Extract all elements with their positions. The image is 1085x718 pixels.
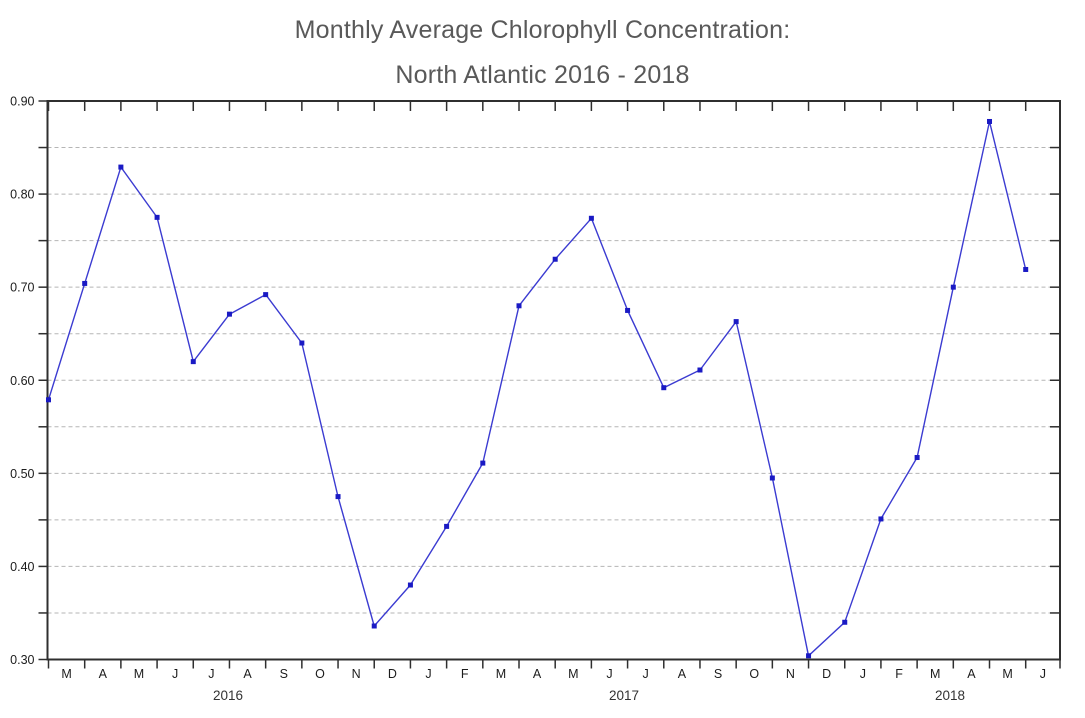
chart-title: Monthly Average Chlorophyll Concentratio… (0, 8, 1085, 98)
data-point-marker (878, 516, 884, 522)
x-month-label: M (61, 667, 71, 681)
x-month-label: M (496, 667, 506, 681)
data-point-marker (154, 214, 160, 220)
data-point-marker (480, 460, 486, 466)
x-year-label: 2018 (935, 688, 965, 703)
data-point-marker (46, 397, 51, 403)
data-point-marker (516, 303, 522, 309)
data-point-marker (661, 385, 667, 391)
x-month-label: D (388, 667, 397, 681)
data-point-marker (299, 340, 305, 346)
data-point-marker (588, 215, 594, 221)
y-axis-tick-label: 0.30 (10, 653, 34, 667)
x-month-label: J (860, 667, 866, 681)
series-line (47, 120, 1027, 657)
y-axis-tick-label: 0.90 (10, 95, 34, 109)
data-point-marker (407, 582, 413, 588)
x-month-label: O (749, 667, 759, 681)
x-month-label: A (99, 667, 108, 681)
x-month-label: N (786, 667, 795, 681)
data-point-marker (1023, 266, 1029, 272)
y-axis-tick-label: 0.70 (10, 281, 34, 295)
x-month-label: A (678, 667, 687, 681)
data-point-marker (733, 319, 739, 325)
x-month-label: S (280, 667, 288, 681)
x-month-label: J (172, 667, 178, 681)
data-point-marker (226, 311, 232, 317)
data-point-marker (190, 359, 196, 365)
x-month-label: F (895, 667, 903, 681)
x-month-label: S (714, 667, 722, 681)
x-month-label: O (315, 667, 325, 681)
x-month-label: M (1002, 667, 1012, 681)
x-month-label: J (425, 667, 431, 681)
x-month-label: M (134, 667, 144, 681)
x-month-label: F (461, 667, 469, 681)
data-point-marker (552, 256, 558, 262)
x-month-label: A (967, 667, 976, 681)
y-axis-tick-label: 0.60 (10, 374, 34, 388)
chart-title-line2: North Atlantic 2016 - 2018 (395, 61, 690, 89)
chart-title-line1: Monthly Average Chlorophyll Concentratio… (294, 16, 791, 44)
y-axis-tick-label: 0.50 (10, 467, 34, 481)
data-point-marker (769, 475, 775, 481)
data-point-marker (806, 653, 812, 659)
x-month-label: J (1040, 667, 1046, 681)
data-point-marker (697, 367, 703, 373)
data-point-marker (118, 164, 124, 170)
data-point-marker (950, 284, 956, 290)
y-axis-tick-label: 0.40 (10, 560, 34, 574)
data-point-marker (444, 523, 450, 529)
x-month-label: N (352, 667, 361, 681)
x-month-label: J (643, 667, 649, 681)
x-year-label: 2016 (213, 688, 243, 703)
data-point-marker (914, 455, 920, 461)
data-point-marker (842, 619, 848, 625)
x-month-label: A (533, 667, 542, 681)
data-point-marker (987, 118, 993, 124)
y-axis-tick-label: 0.80 (10, 188, 34, 202)
data-point-marker (625, 307, 631, 313)
x-month-label: J (208, 667, 214, 681)
x-month-label: A (243, 667, 252, 681)
x-month-label: M (930, 667, 940, 681)
x-month-label: M (568, 667, 578, 681)
data-point-marker (82, 280, 88, 286)
data-point-marker (263, 292, 269, 298)
data-point-marker (335, 494, 341, 500)
x-year-label: 2017 (609, 688, 639, 703)
data-point-marker (371, 623, 377, 629)
x-month-label: D (822, 667, 831, 681)
x-month-label: J (606, 667, 612, 681)
